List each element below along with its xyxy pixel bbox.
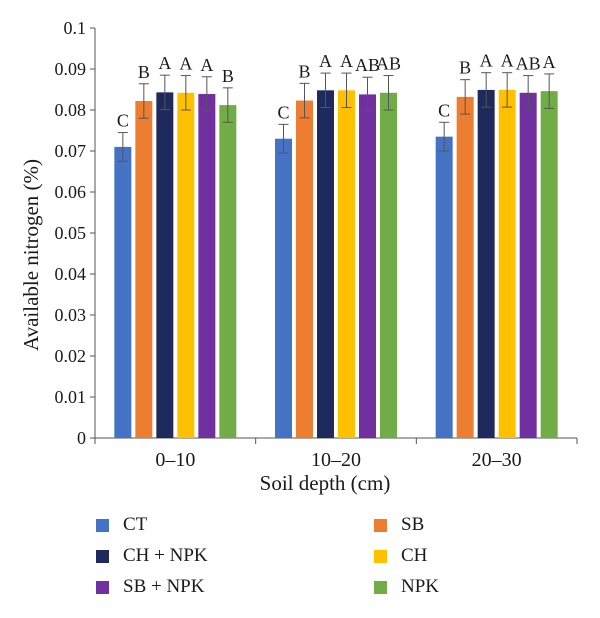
significance-label: A	[340, 51, 353, 71]
bar	[359, 94, 376, 439]
significance-label: C	[117, 111, 129, 131]
legend-label: SB	[401, 514, 425, 535]
bar	[456, 96, 474, 438]
legend-label: SB + NPK	[123, 576, 205, 597]
legend-label: NPK	[401, 576, 440, 597]
bar	[380, 92, 397, 438]
significance-label: A	[179, 54, 192, 74]
y-tick-label: 0.02	[55, 346, 87, 366]
bar	[540, 91, 558, 438]
y-tick-label: 0.04	[55, 264, 87, 284]
x-tick-label: 20–30	[472, 449, 522, 471]
y-tick-label: 0.09	[55, 59, 87, 79]
significance-label: AB	[355, 55, 380, 75]
significance-label: A	[319, 51, 332, 71]
y-tick-label: 0.08	[55, 100, 87, 120]
y-tick-label: 0	[77, 428, 86, 448]
bar	[177, 92, 195, 438]
bar	[156, 92, 174, 439]
x-tick-label: 0–10	[155, 449, 195, 471]
legend-label: CH + NPK	[123, 545, 208, 566]
y-tick-label: 0.06	[55, 182, 87, 202]
bar	[135, 100, 153, 438]
legend-swatch	[96, 549, 109, 563]
y-axis-label: Available nitrogen (%)	[19, 159, 43, 351]
bar	[338, 90, 355, 438]
bar	[498, 89, 516, 438]
legend-swatch	[374, 518, 387, 532]
legend-label: CT	[123, 514, 148, 535]
plot-area: 0 0.01 0.02 0.03 0.04 0.05 0.06 0.07 0.08 0.09 0.1…	[55, 18, 578, 471]
legend-item: NPK	[374, 576, 439, 598]
bar	[296, 100, 313, 438]
significance-label: B	[459, 58, 471, 78]
significance-label: B	[222, 66, 234, 86]
significance-label: C	[277, 102, 289, 122]
x-tick-label: 10–20	[311, 449, 361, 471]
legend-label: CH	[401, 545, 428, 566]
bar	[317, 90, 334, 438]
bar	[477, 89, 495, 438]
y-tick-label: 0.03	[55, 305, 87, 325]
significance-label: A	[200, 55, 213, 75]
bar	[275, 138, 292, 438]
significance-label: B	[298, 61, 310, 81]
significance-label: AB	[376, 54, 401, 74]
legend-item: CT	[96, 514, 147, 536]
bar	[519, 92, 537, 438]
legend-swatch	[96, 580, 109, 594]
legend: CT SB CH + NPK CH SB + NPK NPK	[96, 514, 566, 604]
bar-chart: Available nitrogen (%) Soil depth (cm) 0…	[19, 18, 578, 495]
y-tick-label: 0.1	[64, 18, 87, 38]
legend-item: SB + NPK	[96, 576, 204, 598]
x-axis-label: Soil depth (cm)	[260, 471, 391, 495]
significance-label: B	[138, 62, 150, 82]
significance-label: A	[543, 52, 556, 72]
legend-swatch	[374, 549, 387, 563]
significance-label: A	[501, 51, 514, 71]
bar	[219, 105, 237, 438]
y-tick-label: 0.07	[55, 141, 87, 161]
significance-label: AB	[516, 54, 541, 74]
legend-item: SB	[374, 514, 424, 536]
significance-label: C	[438, 100, 450, 120]
bar	[114, 146, 132, 438]
legend-swatch	[374, 580, 387, 594]
bar	[198, 94, 216, 438]
legend-item: CH + NPK	[96, 545, 208, 567]
legend-swatch	[96, 518, 109, 532]
legend-item: CH	[374, 545, 427, 567]
y-tick-label: 0.01	[55, 387, 87, 407]
significance-label: A	[158, 53, 171, 73]
y-tick-label: 0.05	[55, 223, 87, 243]
significance-label: A	[480, 51, 493, 71]
bar	[435, 136, 453, 438]
